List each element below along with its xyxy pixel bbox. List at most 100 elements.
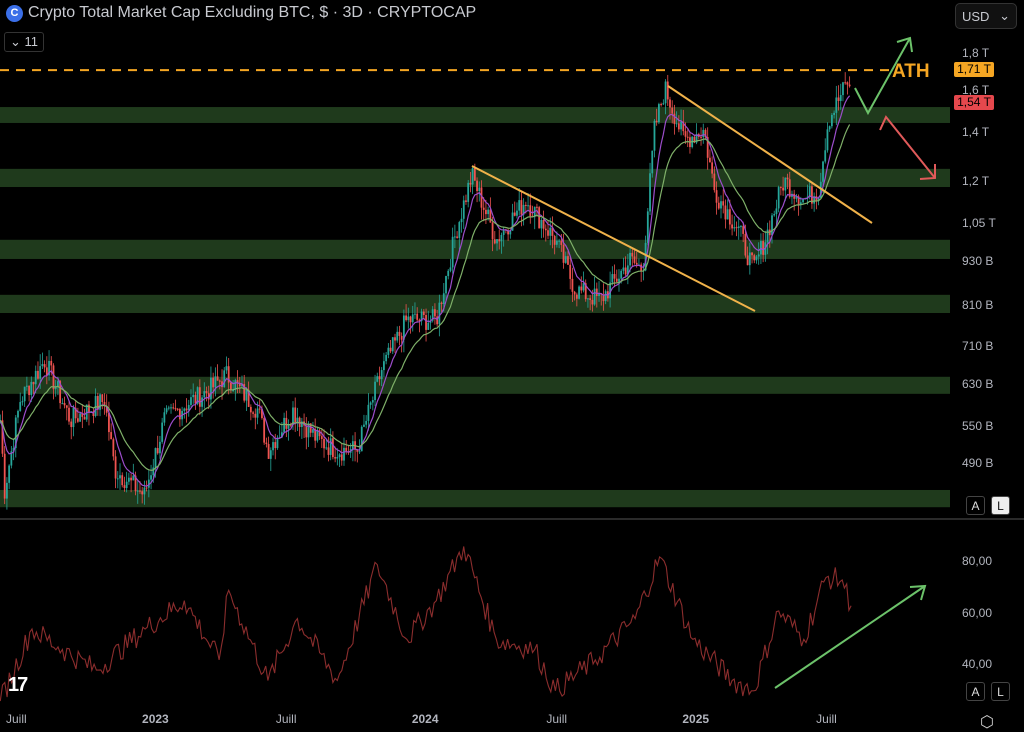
candle-body — [509, 230, 512, 235]
price-auto-scale-button[interactable]: A — [966, 496, 985, 515]
candle-body — [243, 384, 246, 401]
candle-body — [287, 424, 290, 429]
candle-body — [245, 389, 248, 401]
rsi-log-scale-button[interactable]: L — [991, 682, 1010, 701]
candle-body — [844, 82, 847, 84]
candle-body — [839, 95, 842, 101]
candle-body — [176, 408, 179, 410]
candle-body — [363, 424, 365, 427]
candle-body — [194, 394, 197, 404]
chevron-down-icon: ⌄ — [10, 34, 21, 49]
candle-body — [540, 219, 543, 229]
candle-body — [269, 450, 272, 459]
candle-body — [394, 337, 396, 341]
candle-body — [205, 391, 208, 393]
candle-body — [210, 377, 212, 400]
candle-body — [480, 187, 483, 208]
price-axis-label: 930 B — [962, 254, 994, 268]
candle-body — [575, 294, 578, 299]
candle-body — [757, 254, 760, 257]
candle-body — [123, 485, 126, 489]
candle-body — [651, 150, 654, 174]
chart-header: C Crypto Total Market Cap Excluding BTC,… — [6, 4, 476, 22]
candle-body — [312, 429, 314, 433]
candle-body — [121, 475, 124, 486]
candle-body — [453, 236, 456, 238]
symbol-title[interactable]: Crypto Total Market Cap Excluding BTC, $… — [28, 4, 477, 21]
candle-body — [281, 432, 283, 438]
candle-body — [722, 201, 725, 206]
candle-body — [542, 219, 545, 229]
candle-body — [669, 99, 671, 108]
candle-body — [445, 276, 447, 294]
time-axis-label: 2025 — [682, 712, 710, 726]
price-axis-label: 810 B — [962, 297, 994, 312]
candle-body — [658, 104, 660, 123]
candle-body — [529, 205, 532, 217]
candle-body — [418, 319, 421, 322]
candle-body — [68, 407, 70, 422]
price-tag: 1,54 T — [954, 95, 994, 111]
candle-body — [416, 313, 419, 320]
candle-body — [498, 239, 501, 242]
currency-label: USD — [962, 8, 990, 24]
candle-body — [693, 136, 696, 143]
candle-body — [252, 412, 254, 414]
candle-body — [203, 391, 206, 398]
currency-select[interactable]: USD ⌄ — [955, 3, 1017, 29]
candle-body — [88, 404, 90, 413]
candle-body — [493, 239, 496, 244]
candle-body — [553, 235, 556, 245]
candle-body — [513, 212, 516, 216]
candle-body — [775, 208, 778, 214]
candle-body — [81, 413, 84, 417]
candle-body — [274, 442, 277, 449]
candle-body — [469, 182, 472, 185]
candle-body — [684, 131, 687, 137]
candle-body — [183, 408, 186, 411]
candle-body — [400, 335, 403, 340]
candle-body — [139, 490, 141, 492]
price-axis-label: 1,8 T — [962, 46, 990, 60]
candle-body — [611, 274, 614, 283]
rsi-auto-scale-button[interactable]: A — [966, 682, 985, 701]
candle-body — [289, 424, 292, 426]
candle-body — [731, 224, 733, 229]
candle-body — [555, 240, 558, 245]
candle-body — [76, 418, 79, 422]
tradingview-logo: 17 — [8, 674, 28, 696]
candle-body — [343, 447, 345, 461]
candle-body — [17, 410, 19, 418]
candle-body — [753, 255, 756, 261]
candle-body — [584, 283, 587, 300]
candle-body — [161, 422, 164, 442]
candle-body — [276, 437, 279, 449]
settings-gear-icon[interactable]: ⬡ — [980, 714, 994, 731]
candle-body — [558, 240, 561, 242]
candle-body — [389, 347, 392, 352]
candle-body — [212, 377, 215, 388]
candle-body — [491, 222, 494, 240]
candle-body — [496, 239, 498, 244]
price-log-scale-button[interactable]: L — [991, 496, 1010, 515]
candle-body — [320, 436, 323, 439]
candle-body — [462, 200, 465, 219]
candle-body — [813, 196, 816, 204]
candle-body — [715, 190, 718, 203]
candle-body — [465, 200, 467, 202]
candle-body — [296, 417, 299, 423]
candle-body — [431, 309, 434, 321]
candle-body — [134, 475, 137, 492]
candle-body — [842, 82, 844, 96]
candle-body — [112, 439, 115, 457]
rsi-axis-label: 60,00 — [962, 605, 993, 620]
candle-body — [356, 449, 359, 452]
candle-body — [74, 407, 77, 419]
candle-body — [595, 288, 598, 297]
indicators-toggle[interactable]: ⌄ 11 — [4, 32, 45, 52]
candle-body — [238, 382, 241, 387]
candle-body — [604, 291, 607, 302]
price-axis-label: 550 B — [962, 419, 994, 434]
candle-body — [536, 206, 538, 208]
